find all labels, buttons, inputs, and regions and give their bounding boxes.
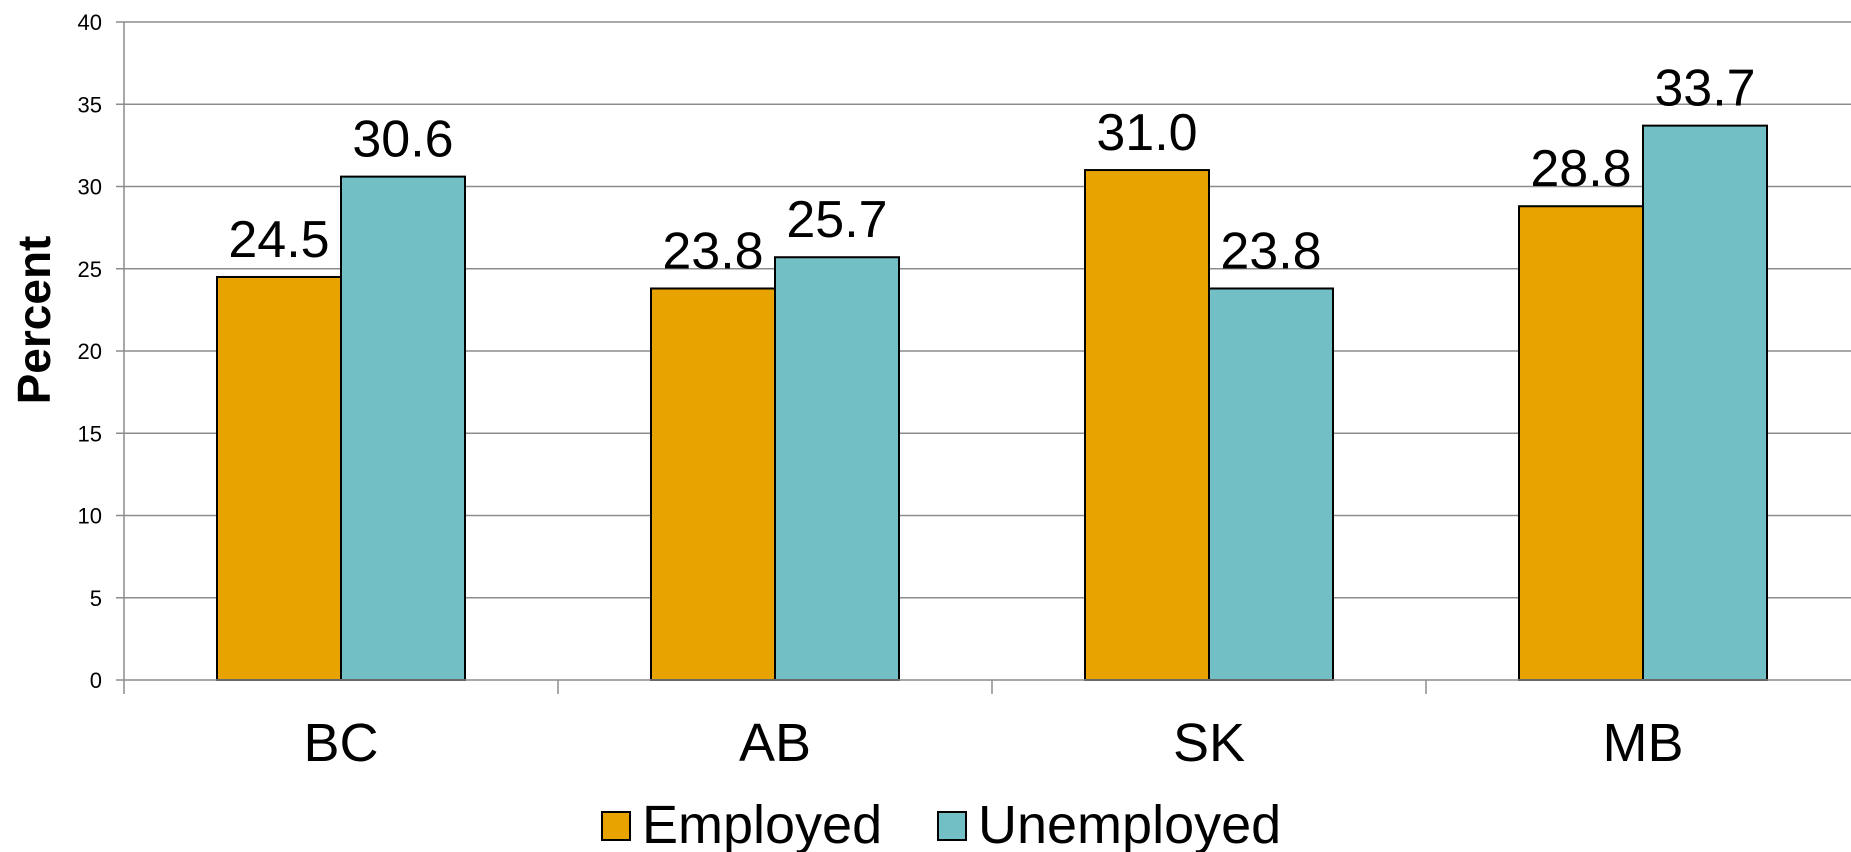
y-tick-label: 15 — [78, 421, 102, 446]
data-label: 23.8 — [662, 222, 763, 280]
bars — [216, 124, 1768, 682]
legend-swatch — [937, 811, 967, 841]
x-tick-label: AB — [739, 713, 811, 773]
data-label: 28.8 — [1530, 140, 1631, 198]
data-label: 30.6 — [352, 111, 453, 169]
axes — [123, 22, 1851, 694]
legend-swatch — [601, 811, 631, 841]
bar-unemployed-sk — [1208, 287, 1334, 681]
bar-unemployed-mb — [1642, 124, 1768, 681]
data-label: 33.7 — [1654, 60, 1755, 118]
legend-label: Employed — [642, 795, 882, 852]
y-tick-label: 0 — [90, 668, 102, 693]
data-label: 23.8 — [1220, 222, 1321, 280]
x-tick-label: SK — [1173, 713, 1245, 773]
y-tick-label: 40 — [78, 10, 102, 35]
legend-label: Unemployed — [978, 795, 1281, 852]
data-label: 25.7 — [786, 191, 887, 249]
bar-employed-sk — [1084, 169, 1210, 682]
y-tick-label: 35 — [78, 92, 102, 117]
y-tick-label: 5 — [90, 586, 102, 611]
y-tick-label: 30 — [78, 175, 102, 200]
bar-employed-ab — [650, 287, 776, 681]
legend: Employed Unemployed — [601, 795, 1281, 852]
bar-employed-bc — [216, 275, 342, 681]
x-axis-ticks: BC AB SK MB — [303, 713, 1683, 773]
y-tick-label: 25 — [78, 257, 102, 282]
data-label: 24.5 — [228, 211, 329, 269]
bar-employed-mb — [1518, 205, 1644, 682]
y-tick-label: 20 — [78, 339, 102, 364]
x-tick-label: MB — [1603, 713, 1684, 773]
x-tick-label: BC — [303, 713, 378, 773]
y-axis-label: Percent — [8, 236, 60, 405]
y-tick-label: 10 — [78, 504, 102, 529]
data-label: 31.0 — [1096, 104, 1197, 162]
data-labels: 24.5 30.6 23.8 25.7 31.0 23.8 28.8 33.7 — [228, 60, 1755, 281]
bar-unemployed-bc — [340, 175, 466, 681]
y-axis-ticks: 0 5 10 15 20 25 30 35 40 — [78, 10, 124, 693]
bar-unemployed-ab — [774, 256, 900, 681]
